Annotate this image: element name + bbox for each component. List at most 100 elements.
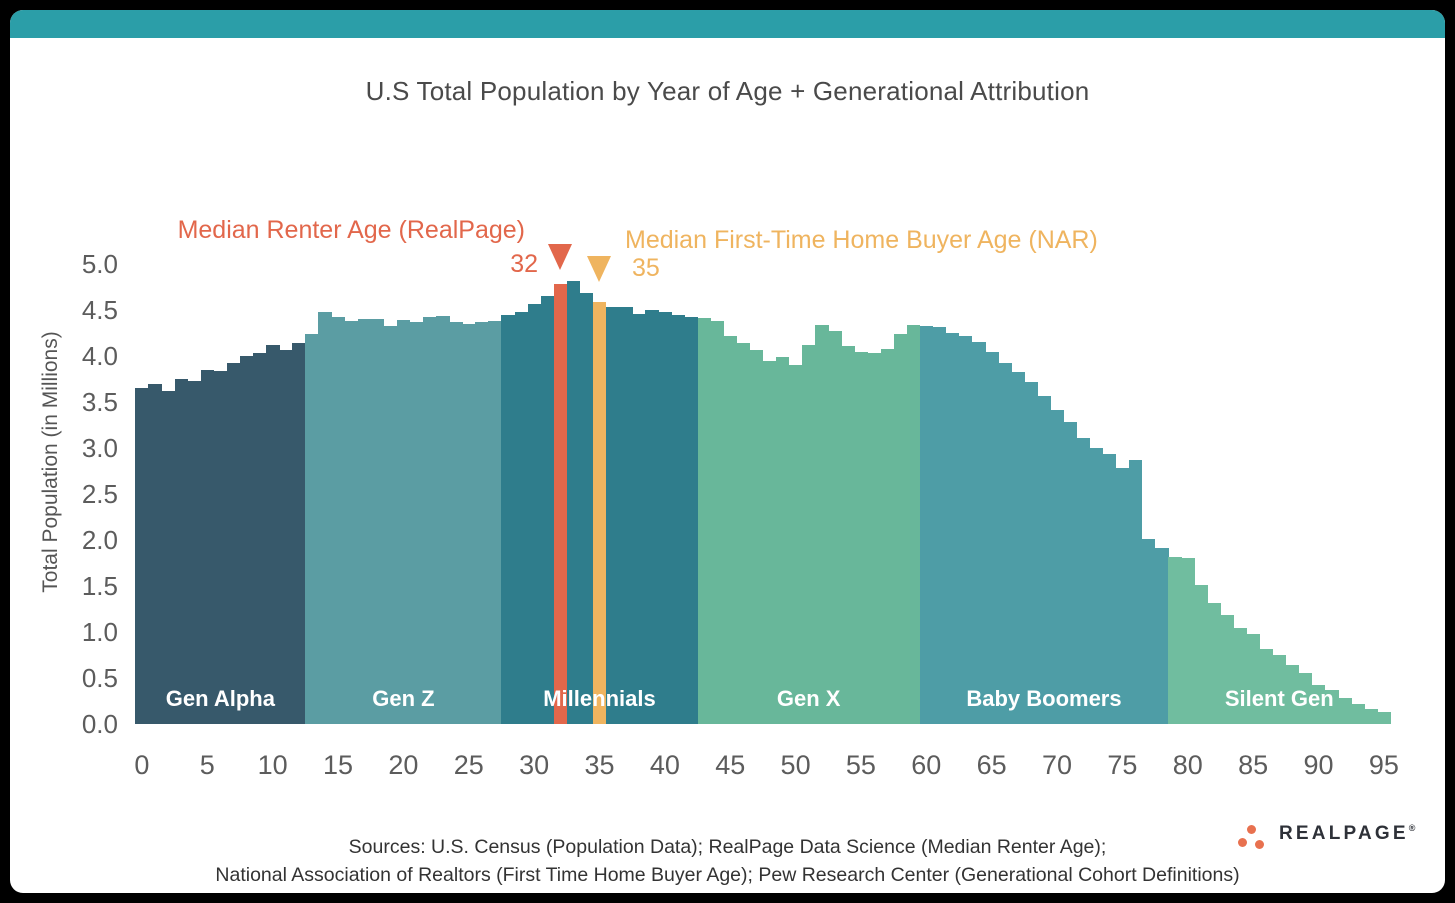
bar-age-70	[1050, 410, 1064, 724]
bar-age-12	[292, 343, 306, 724]
x-tick-75: 75	[1107, 750, 1138, 780]
header-accent-bar	[10, 10, 1445, 38]
bar-age-72	[1076, 437, 1091, 724]
annotation-buyer-label: Median First-Time Home Buyer Age (NAR)	[625, 226, 1098, 254]
bar-age-92	[1338, 698, 1352, 724]
bar-highlight-age-32	[553, 284, 568, 724]
bar-age-68	[1024, 381, 1038, 724]
y-tick-4.0: 4.0	[81, 341, 118, 371]
bar-age-80	[1181, 558, 1195, 724]
y-tick-5.0: 5.0	[81, 249, 118, 279]
annotation-renter-value: 32	[510, 250, 538, 278]
x-tick-35: 35	[584, 750, 615, 780]
chart-title: U.S Total Population by Year of Age + Ge…	[365, 76, 1090, 106]
sources-line-2: National Association of Realtors (First …	[215, 864, 1240, 886]
x-tick-5: 5	[199, 750, 215, 780]
bar-age-63	[958, 335, 973, 724]
x-tick-50: 50	[780, 750, 811, 780]
bar-age-82	[1207, 603, 1221, 724]
bar-age-87	[1272, 655, 1287, 724]
bar-age-88	[1285, 665, 1300, 724]
bar-age-91	[1325, 689, 1339, 724]
sources-line-1: Sources: U.S. Census (Population Data); …	[348, 836, 1107, 858]
x-tick-15: 15	[323, 750, 354, 780]
bar-age-25	[462, 323, 476, 724]
generation-label-gen-z: Gen Z	[372, 686, 435, 711]
bar-age-20	[396, 320, 411, 724]
x-tick-10: 10	[257, 750, 288, 780]
bar-age-39	[645, 310, 659, 724]
bar-age-21	[409, 321, 424, 724]
bar-age-31	[540, 296, 555, 724]
bar-age-69	[1037, 395, 1051, 724]
bar-age-57	[880, 348, 895, 724]
x-tick-40: 40	[649, 750, 680, 780]
bar-age-73	[1089, 448, 1104, 724]
bar-age-60	[919, 325, 934, 724]
bar-age-29	[514, 311, 528, 724]
bar-age-17	[357, 319, 372, 724]
bar-age-40	[658, 311, 672, 724]
buyer-marker-triangle-icon	[587, 256, 612, 282]
bar-age-81	[1194, 585, 1208, 724]
generation-label-silent-gen: Silent Gen	[1224, 686, 1334, 711]
annotation-renter-label: Median Renter Age (RealPage)	[177, 216, 525, 244]
bar-highlight-age-35	[592, 301, 607, 724]
bar-age-41	[671, 314, 685, 724]
bar-age-47	[749, 350, 764, 724]
bar-age-67	[1011, 371, 1025, 724]
bar-age-86	[1259, 648, 1274, 724]
trademark-symbol: ®	[1408, 823, 1416, 833]
bar-age-42	[684, 317, 698, 724]
bar-age-23	[436, 315, 450, 724]
bar-age-4	[187, 380, 202, 724]
y-tick-3.5: 3.5	[81, 387, 118, 417]
bar-age-1	[148, 383, 162, 724]
logo-wordmark: REALPAGE®	[1279, 823, 1416, 844]
generation-label-millennials: Millennials	[543, 686, 656, 711]
bar-age-76	[1128, 459, 1143, 724]
x-tick-20: 20	[388, 750, 419, 780]
bar-age-22	[423, 317, 437, 724]
x-tick-65: 65	[976, 750, 1007, 780]
bar-age-48	[762, 360, 777, 724]
bar-age-43	[697, 318, 711, 724]
bar-age-85	[1246, 633, 1261, 724]
bar-age-53	[828, 331, 842, 724]
bar-age-61	[932, 327, 947, 724]
bar-age-90	[1311, 685, 1326, 724]
y-tick-3.0: 3.0	[81, 433, 118, 463]
bar-age-51	[802, 344, 816, 724]
bar-age-55	[854, 352, 868, 724]
bar-age-52	[815, 324, 829, 724]
bar-age-83	[1220, 615, 1234, 724]
x-tick-0: 0	[134, 750, 150, 780]
bar-age-95	[1377, 712, 1391, 724]
generation-label-gen-x: Gen X	[776, 686, 841, 711]
bar-age-65	[985, 352, 999, 724]
x-tick-45: 45	[715, 750, 746, 780]
bar-age-14	[318, 311, 332, 724]
bar-age-7	[226, 363, 241, 724]
bar-age-26	[475, 321, 489, 724]
y-tick-0.5: 0.5	[81, 663, 118, 693]
bar-age-15	[331, 317, 345, 724]
logo-dot-icon	[1255, 840, 1264, 849]
generation-label-gen-alpha: Gen Alpha	[165, 686, 275, 711]
x-tick-90: 90	[1303, 750, 1334, 780]
x-tick-30: 30	[519, 750, 550, 780]
bar-age-34	[579, 293, 594, 724]
bar-age-5	[200, 369, 215, 724]
infographic-card: U.S Total Population by Year of Age + Ge…	[10, 10, 1445, 893]
bar-age-64	[972, 342, 986, 724]
bar-age-78	[1155, 548, 1169, 724]
bar-age-54	[841, 345, 855, 724]
bar-age-37	[619, 307, 633, 724]
bar-age-9	[253, 353, 267, 724]
bar-age-38	[632, 313, 646, 724]
bar-age-89	[1298, 673, 1313, 724]
x-tick-80: 80	[1172, 750, 1203, 780]
bar-age-6	[213, 370, 228, 724]
bar-age-50	[789, 365, 803, 724]
y-tick-1.0: 1.0	[81, 617, 118, 647]
